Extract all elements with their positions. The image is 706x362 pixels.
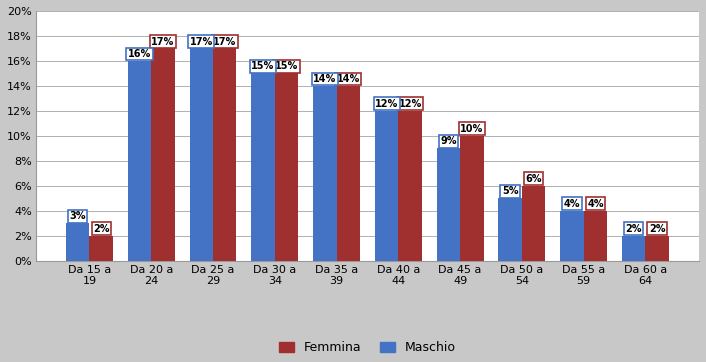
Bar — [398, 111, 421, 261]
Text: 12%: 12% — [375, 99, 398, 109]
Bar — [436, 148, 460, 261]
Text: 2%: 2% — [626, 224, 642, 234]
Bar — [622, 236, 645, 261]
Text: 16%: 16% — [128, 49, 151, 59]
Text: 2%: 2% — [93, 224, 109, 234]
Text: 9%: 9% — [440, 136, 457, 146]
Bar — [337, 86, 360, 261]
Bar — [275, 73, 298, 261]
Bar — [460, 136, 484, 261]
Bar — [251, 73, 275, 261]
Text: 4%: 4% — [563, 199, 580, 209]
Text: 12%: 12% — [398, 99, 421, 109]
Text: 17%: 17% — [190, 37, 213, 47]
Bar — [66, 223, 90, 261]
Text: 17%: 17% — [213, 37, 237, 47]
Legend: Femmina, Maschio: Femmina, Maschio — [274, 336, 461, 359]
Bar — [522, 186, 545, 261]
Text: 2%: 2% — [649, 224, 666, 234]
Bar — [560, 211, 584, 261]
Bar — [498, 198, 522, 261]
Bar — [128, 61, 151, 261]
Bar — [375, 111, 398, 261]
Text: 14%: 14% — [337, 74, 360, 84]
Text: 17%: 17% — [151, 37, 174, 47]
Bar — [313, 86, 337, 261]
Text: 3%: 3% — [69, 211, 86, 221]
Text: 14%: 14% — [313, 74, 337, 84]
Text: 15%: 15% — [251, 62, 275, 72]
Text: 5%: 5% — [502, 186, 518, 196]
Text: 4%: 4% — [587, 199, 604, 209]
Bar — [189, 49, 213, 261]
Bar — [151, 49, 174, 261]
Bar — [213, 49, 237, 261]
Text: 10%: 10% — [460, 124, 484, 134]
Text: 6%: 6% — [525, 174, 542, 184]
Text: 15%: 15% — [275, 62, 298, 72]
Bar — [584, 211, 607, 261]
Bar — [645, 236, 669, 261]
Bar — [90, 236, 113, 261]
